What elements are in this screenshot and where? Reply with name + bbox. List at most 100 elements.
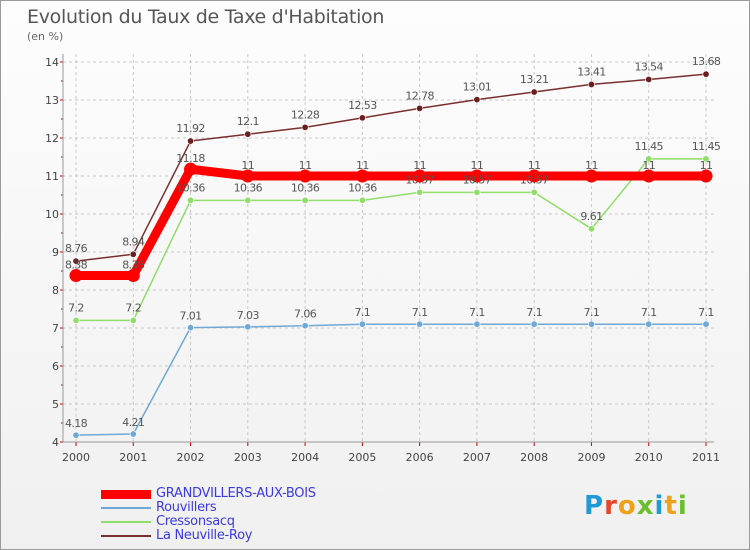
data-point [184, 162, 198, 176]
data-label: 8.76 [65, 242, 88, 255]
x-tick-label: 2011 [692, 451, 720, 464]
data-label: 7.1 [641, 306, 657, 319]
x-tick-label: 2006 [406, 451, 434, 464]
y-tick-label: 10 [45, 208, 59, 221]
unit-label: (en %) [27, 30, 64, 43]
data-point [587, 225, 595, 233]
data-label: 7.03 [237, 309, 260, 322]
data-point [699, 169, 713, 183]
data-point [301, 322, 309, 330]
data-point [187, 196, 195, 204]
chart-title: Evolution du Taux de Taxe d'Habitation [27, 6, 385, 28]
y-tick-label: 14 [45, 56, 59, 69]
data-point [358, 320, 366, 328]
series-line-3 [75, 73, 707, 262]
data-label: 10.36 [291, 181, 320, 194]
legend-swatch [101, 535, 151, 537]
y-tick-label: 5 [52, 398, 59, 411]
data-label: 7.1 [355, 306, 371, 319]
data-label: 11 [299, 159, 312, 172]
data-point [244, 130, 252, 138]
data-point [129, 430, 137, 438]
data-label: 11 [585, 159, 598, 172]
x-tick-label: 2002 [177, 451, 205, 464]
data-point [244, 196, 252, 204]
data-point [72, 431, 80, 439]
data-point [470, 169, 484, 183]
data-point [72, 316, 80, 324]
data-point [584, 169, 598, 183]
data-point [587, 320, 595, 328]
data-label: 8.38 [65, 259, 88, 272]
data-label: 11.45 [692, 140, 721, 153]
data-label: 13.41 [577, 65, 606, 78]
proxiti-logo: Proxiti [584, 491, 688, 521]
data-label: 12.78 [405, 89, 434, 102]
data-point [645, 320, 653, 328]
series-layer [69, 70, 713, 439]
x-tick-label: 2004 [291, 451, 319, 464]
data-label: 11 [642, 159, 655, 172]
x-tick-label: 2000 [62, 451, 90, 464]
axis-layer: 4 5 6 7 8 9 10 11 12 13 14 2000 2001 2002 2003 2004 2005… [45, 54, 720, 464]
y-tick-label: 11 [45, 170, 59, 183]
data-label: 12.1 [237, 115, 259, 128]
data-point [702, 70, 710, 78]
data-label: 13.54 [634, 60, 663, 73]
data-point [355, 169, 369, 183]
data-label: 13.01 [463, 81, 492, 94]
data-point [72, 257, 80, 265]
y-tick-label: 4 [52, 436, 59, 449]
series-line-1 [75, 323, 706, 436]
data-label: 8.38 [122, 259, 145, 272]
data-point [645, 155, 653, 163]
data-label: 7.1 [526, 306, 542, 319]
x-tick-label: 2009 [577, 451, 605, 464]
legend-swatch [101, 490, 151, 499]
data-label: 11 [528, 159, 541, 172]
data-point [416, 188, 424, 196]
y-tick-label: 8 [52, 284, 59, 297]
y-tick-label: 9 [52, 246, 59, 259]
x-tick-label: 2005 [348, 451, 376, 464]
data-point [187, 324, 195, 332]
data-label: 11.18 [176, 152, 205, 165]
x-tick-label: 2003 [234, 451, 262, 464]
data-label: 7.1 [412, 306, 428, 319]
legend-swatch [101, 521, 151, 523]
data-label: 7.1 [698, 306, 714, 319]
data-point [413, 169, 427, 183]
data-point [358, 196, 366, 204]
data-point [126, 269, 140, 283]
data-point [358, 114, 366, 122]
series-line-2 [76, 158, 706, 322]
data-label: 11 [413, 159, 426, 172]
data-label: 11 [241, 159, 254, 172]
data-label: 10.57 [520, 173, 549, 186]
x-tick-label: 2010 [635, 451, 663, 464]
data-label: 7.01 [179, 310, 201, 323]
y-tick-label: 13 [45, 94, 59, 107]
legend-label: GRANDVILLERS-AUX-BOIS [156, 486, 316, 501]
data-label: 12.53 [348, 99, 377, 112]
data-point [244, 323, 252, 331]
data-label: 10.36 [176, 181, 205, 194]
data-point [702, 320, 710, 328]
y-tick-label: 7 [52, 322, 59, 335]
data-label: 7.1 [584, 306, 600, 319]
data-point [129, 316, 137, 324]
data-point [298, 169, 312, 183]
data-point [642, 169, 656, 183]
data-label: 9.61 [580, 210, 602, 223]
data-label: 4.18 [65, 417, 88, 430]
data-label: 10.57 [463, 173, 492, 186]
data-point [527, 169, 541, 183]
legend-label: Rouvillers [156, 500, 217, 515]
data-label: 7.2 [68, 301, 84, 314]
data-label: 11.45 [634, 140, 663, 153]
data-point [416, 104, 424, 112]
data-label: 11 [471, 159, 484, 172]
series-line-0 [76, 164, 706, 281]
data-point [530, 188, 538, 196]
